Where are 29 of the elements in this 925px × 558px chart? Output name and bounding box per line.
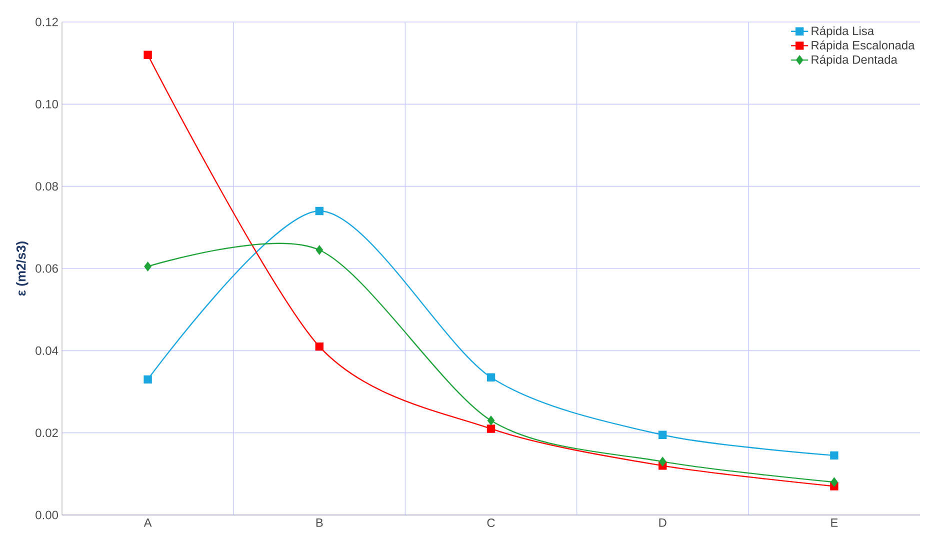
y-tick-label: 0.02 — [36, 428, 58, 438]
point — [144, 375, 152, 384]
x-tick-label: A — [144, 518, 152, 527]
x-tick-label: C — [487, 518, 495, 528]
point — [830, 451, 838, 460]
x-tick-label: E — [831, 518, 838, 527]
point — [316, 245, 324, 255]
point — [486, 373, 496, 382]
y-tick-label: 0.08 — [36, 182, 58, 191]
point — [315, 206, 324, 216]
point — [487, 416, 495, 426]
y-axis-title: ε (m2/s3) — [16, 242, 28, 296]
point — [144, 50, 152, 59]
y-tick-label: 0.10 — [36, 100, 58, 108]
legend-label: Rápida Escalonada — [812, 40, 915, 52]
y-tick-label: 0.12 — [36, 18, 58, 26]
point — [659, 456, 666, 466]
y-tick-label: 0.04 — [36, 346, 58, 355]
x-tick-label: D — [659, 518, 666, 527]
y-tick-label: 0.00 — [36, 510, 58, 520]
point — [315, 342, 324, 351]
point — [486, 424, 496, 433]
point — [658, 430, 667, 439]
legend-label: Rápida Dentada — [812, 54, 898, 66]
point — [830, 478, 838, 487]
x-tick-label: B — [316, 518, 323, 527]
point — [144, 262, 152, 272]
y-tick-label: 0.06 — [36, 264, 58, 273]
legend-label: Rápida Lisa — [812, 26, 874, 38]
